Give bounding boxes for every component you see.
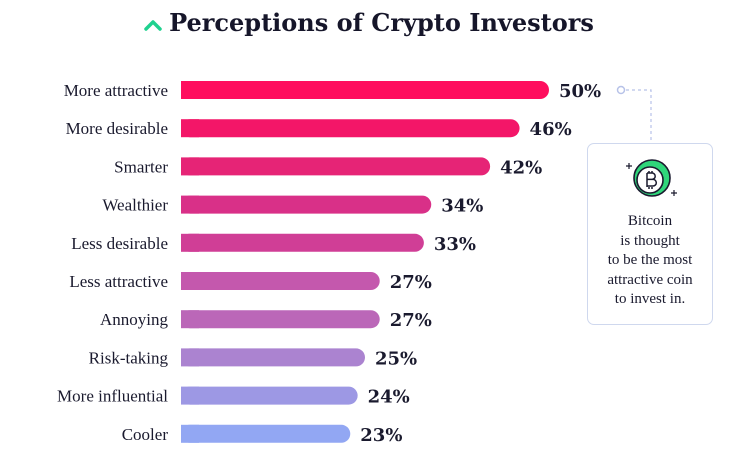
value-label: 27% [390,310,432,331]
bar-left-cap [181,272,199,290]
bar-left-cap [181,424,199,443]
value-label: 33% [434,234,476,255]
callout-line: to invest in. [614,291,686,307]
bar-left-cap [181,348,199,367]
callout-line: is thought [620,232,680,249]
bar [181,119,520,138]
bar [181,157,491,176]
bar [181,233,424,252]
category-label: Wealthier [102,196,168,215]
value-label: 24% [368,387,410,408]
bitcoin-coin-icon [626,159,677,197]
category-label: More influential [57,387,168,406]
bar [181,195,432,214]
bar [181,386,358,405]
value-labels: 50%46%42%34%33%27%27%25%24%23% [360,81,601,446]
callout-line: to be the most [607,252,693,268]
callout-box: Bitcoin is thought to be the most attrac… [587,143,713,325]
category-label: More attractive [64,81,168,100]
category-label: More desirable [66,119,168,138]
value-label: 23% [360,425,402,446]
value-label: 42% [500,157,542,178]
value-label: 34% [441,196,483,217]
bars [181,81,549,443]
chart-title-row: Perceptions of Crypto Investors [0,8,737,37]
category-label: Risk-taking [89,348,169,367]
category-labels: More attractive More desirable Smarter Weal… [57,81,168,444]
bar [181,424,351,443]
bar-left-cap [181,310,199,329]
callout-line: Bitcoin [627,213,673,229]
bar-left-cap [181,195,199,214]
chart-title: Perceptions of Crypto Investors [169,8,594,37]
callout-line: attractive coin [607,271,693,288]
category-label: Less desirable [71,234,168,253]
category-label: Less attractive [69,272,168,291]
bar-left-cap [181,81,199,99]
bar-left-cap [181,157,199,176]
value-label: 27% [390,272,432,293]
value-label: 50% [559,81,601,102]
chevron-up-icon [144,19,162,31]
category-label: Smarter [114,157,168,176]
value-label: 46% [530,119,572,140]
category-label: Annoying [100,310,169,329]
bar [181,81,549,99]
bar [181,272,380,290]
callout-connector [616,85,652,143]
bar [181,310,380,329]
callout-text: Bitcoin is thought to be the most attrac… [588,212,712,310]
connector-dot [616,85,626,95]
bar-left-cap [181,386,199,405]
bar-left-cap [181,233,199,252]
value-label: 25% [375,348,417,369]
bar-left-cap [181,119,199,138]
bar [181,348,365,367]
category-label: Cooler [122,425,169,444]
connector-line [626,89,652,143]
